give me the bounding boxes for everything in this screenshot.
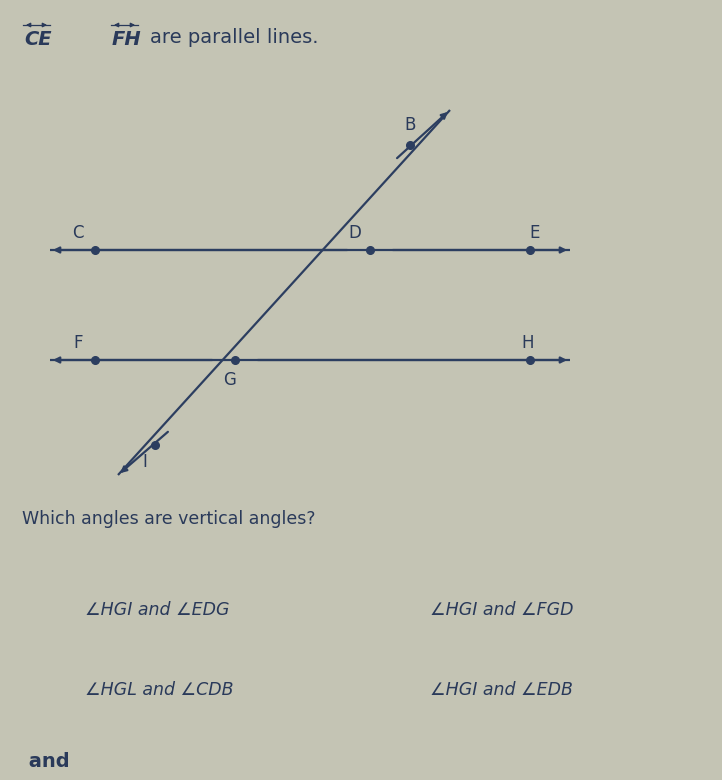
Text: ∠HGI and ∠EDG: ∠HGI and ∠EDG [85, 601, 230, 619]
Text: are parallel lines.: are parallel lines. [150, 28, 318, 47]
Text: G: G [224, 371, 236, 389]
Text: CE: CE [24, 30, 52, 49]
Text: and: and [22, 752, 77, 771]
Text: E: E [530, 224, 540, 242]
Text: H: H [522, 334, 534, 352]
Text: C: C [72, 224, 84, 242]
Text: B: B [404, 116, 416, 134]
Text: ∠HGI and ∠EDB: ∠HGI and ∠EDB [430, 681, 573, 699]
Text: ∠HGI and ∠FGD: ∠HGI and ∠FGD [430, 601, 573, 619]
Text: FH: FH [112, 30, 142, 49]
Text: F: F [73, 334, 83, 352]
Text: ∠HGL and ∠CDB: ∠HGL and ∠CDB [85, 681, 233, 699]
Text: Which angles are vertical angles?: Which angles are vertical angles? [22, 510, 316, 528]
Text: D: D [349, 224, 362, 242]
Text: I: I [142, 453, 147, 471]
